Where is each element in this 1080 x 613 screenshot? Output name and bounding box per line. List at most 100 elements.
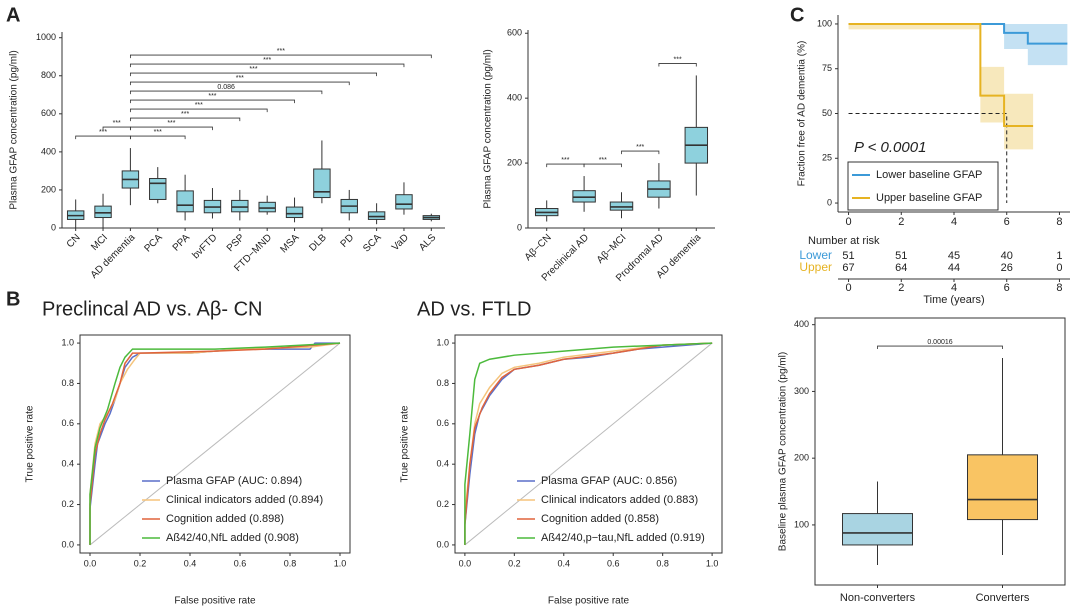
risk-x-tick-label: 4 [951, 282, 957, 294]
legend-label: Aß42/40,p−tau,NfL added (0.919) [541, 532, 705, 544]
box [149, 178, 167, 200]
comparison-bracket [129, 117, 241, 122]
y-axis-label: Plasma GFAP concentration (pg/ml) [483, 49, 494, 208]
y-tick-label: 0.6 [61, 418, 74, 428]
risk-value: 0 [1056, 262, 1062, 274]
confidence-band [848, 23, 1068, 66]
x-tick-label: 2 [898, 216, 904, 228]
x-tick-label: 8 [1056, 216, 1062, 228]
box [842, 513, 913, 546]
comparison-label: 0.00016 [927, 339, 952, 346]
x-tick-label: 1.0 [334, 558, 347, 568]
comparison-bracket [129, 72, 378, 77]
annotation: P < 0.0001 [854, 139, 926, 156]
risk-table-title: Number at risk [808, 235, 880, 247]
y-tick-label: 25 [822, 153, 832, 163]
comparison-label: *** [636, 144, 644, 151]
comparison-bracket [621, 150, 660, 155]
x-axis-label: Time (years) [923, 294, 984, 306]
risk-value: 45 [948, 250, 960, 262]
comparison-label: *** [113, 120, 121, 127]
x-tick-label: 0.8 [656, 558, 669, 568]
legend-label: Lower baseline GFAP [876, 169, 982, 181]
y-tick-label: 0.8 [61, 378, 74, 388]
comparison-bracket [129, 54, 432, 59]
x-tick-label: 0.2 [134, 558, 147, 568]
comparison-label: *** [263, 57, 271, 64]
x-tick-label: Converters [976, 592, 1030, 604]
comparison-label: *** [249, 66, 257, 73]
comparison-bracket [583, 163, 622, 168]
y-tick-label: 0.0 [436, 539, 449, 549]
y-tick-label: 200 [507, 157, 522, 167]
y-tick-label: 1.0 [436, 337, 449, 347]
legend-box [847, 161, 999, 211]
x-axis-label: False positive rate [174, 596, 256, 607]
y-axis-label: Plasma GFAP concentration (pg/ml) [9, 50, 20, 209]
x-tick-label: 0.4 [184, 558, 197, 568]
comparison-label: *** [236, 75, 244, 82]
box [609, 201, 634, 211]
comparison-bracket [129, 90, 323, 95]
y-tick-label: 200 [41, 184, 56, 194]
x-tick-label: 0.6 [234, 558, 247, 568]
y-axis-label: True positive rate [25, 405, 36, 482]
y-tick-label: 0 [827, 197, 832, 207]
y-tick-label: 600 [41, 108, 56, 118]
x-tick-label: 1.0 [706, 558, 719, 568]
y-tick-label: 1000 [36, 32, 56, 42]
comparison-bracket [658, 63, 697, 67]
risk-value: 64 [895, 262, 907, 274]
comparison-label: *** [99, 129, 107, 136]
x-tick-label: Non-converters [840, 592, 916, 604]
y-tick-label: 200 [794, 453, 809, 463]
diagonal [89, 342, 341, 546]
y-tick-label: 50 [822, 108, 832, 118]
y-axis-label: Baseline plasma GFAP concentration (pg/m… [778, 352, 789, 551]
y-tick-label: 75 [822, 63, 832, 73]
y-tick-label: 400 [41, 146, 56, 156]
risk-x-tick-label: 0 [845, 282, 851, 294]
y-tick-label: 100 [817, 18, 832, 28]
legend-label: Aß42/40,NfL added (0.908) [166, 532, 299, 544]
comparison-label: *** [561, 157, 569, 164]
panel-label: B [6, 288, 20, 310]
y-tick-label: 1.0 [61, 337, 74, 347]
comparison-label: *** [181, 111, 189, 118]
box [572, 190, 596, 203]
box [313, 168, 331, 199]
survival-curve [848, 22, 1034, 128]
y-tick-label: 0.2 [61, 499, 74, 509]
comparison-label: *** [208, 93, 216, 100]
y-tick-label: 300 [794, 386, 809, 396]
x-tick-label: 0.2 [508, 558, 521, 568]
plot-frame [814, 317, 1066, 586]
legend-label: Clinical indicators added (0.894) [166, 494, 323, 506]
legend-label: Cognition added (0.898) [166, 513, 284, 525]
comparison-label: *** [195, 102, 203, 109]
comparison-label: 0.086 [217, 84, 235, 91]
box [967, 454, 1038, 521]
y-tick-label: 0 [51, 222, 56, 232]
x-tick-label: 0 [845, 216, 851, 228]
risk-value: 51 [842, 250, 854, 262]
y-tick-label: 600 [507, 28, 522, 38]
y-tick-label: 0 [517, 222, 522, 232]
comparison-bracket [129, 81, 350, 86]
y-tick-label: 0.6 [436, 418, 449, 428]
panel-label: C [790, 4, 804, 26]
legend-label: Plasma GFAP (AUC: 0.894) [166, 475, 302, 487]
risk-x-tick-label: 2 [898, 282, 904, 294]
x-tick-label: 0.6 [607, 558, 620, 568]
box [367, 211, 386, 220]
comparison-bracket [877, 345, 1003, 350]
plot-frame [79, 334, 351, 554]
risk-row-label: Lower [799, 248, 832, 262]
y-tick-label: 0.8 [436, 378, 449, 388]
confidence-band [848, 23, 1034, 150]
legend-label: Plasma GFAP (AUC: 0.856) [541, 475, 677, 487]
y-tick-label: 0.4 [61, 459, 74, 469]
risk-value: 51 [895, 250, 907, 262]
box [231, 199, 249, 213]
